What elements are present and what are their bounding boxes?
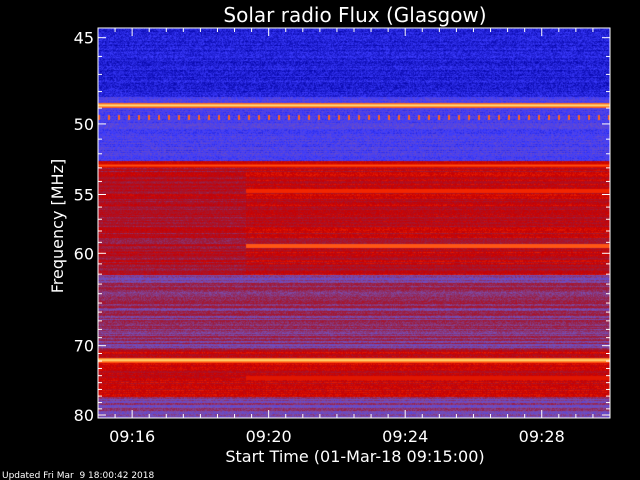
x-axis-label: Start Time (01-Mar-18 09:15:00)	[225, 447, 484, 466]
y-tick-label: 45	[74, 29, 94, 48]
y-tick-label: 50	[74, 115, 94, 134]
y-axis-label: Frequency [MHz]	[48, 159, 67, 293]
update-timestamp: Updated Fri Mar 9 18:00:42 2018	[2, 471, 155, 480]
x-tick-label: 09:24	[382, 427, 428, 446]
chart-title: Solar radio Flux (Glasgow)	[223, 3, 486, 27]
spectrogram-image	[98, 28, 610, 418]
x-axis-ticks: 09:16 09:20 09:24 09:28	[109, 28, 594, 446]
x-tick-label: 09:28	[519, 427, 565, 446]
x-tick-label: 09:20	[246, 427, 292, 446]
y-tick-label: 60	[74, 244, 94, 263]
y-tick-label: 80	[74, 406, 94, 425]
y-tick-label: 55	[74, 185, 94, 204]
y-tick-label: 70	[74, 337, 94, 356]
x-tick-label: 09:16	[109, 427, 155, 446]
y-axis-ticks: 45 50 55 60 70 80	[74, 29, 610, 425]
